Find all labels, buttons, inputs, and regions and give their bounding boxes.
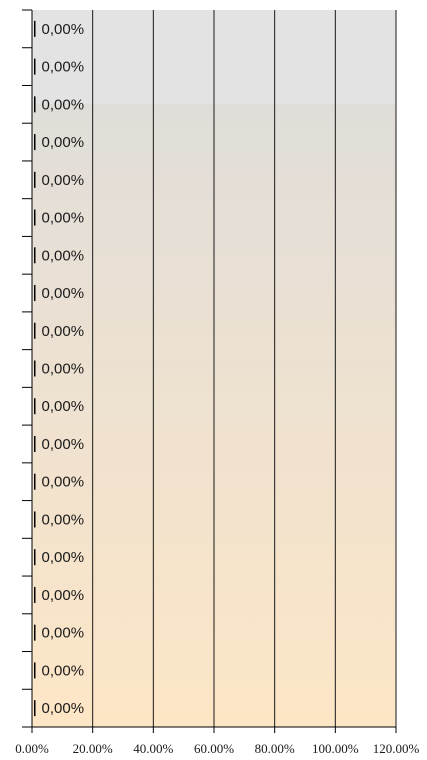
bar [34,21,36,37]
bar [34,172,36,188]
bar-data-label: 0,00% [42,210,85,227]
x-tick-label: 0.00% [15,741,49,756]
bar-data-label: 0,00% [42,474,85,491]
bar-data-label: 0,00% [42,172,85,189]
bar-data-label: 0,00% [42,323,85,340]
x-tick-label: 40.00% [133,741,173,756]
bar [34,210,36,226]
bar-data-label: 0,00% [42,96,85,113]
bar [34,59,36,75]
bar [34,247,36,263]
bar-data-label: 0,00% [42,285,85,302]
x-tick-label: 100.00% [312,741,359,756]
bar-data-label: 0,00% [42,511,85,528]
bar [34,662,36,678]
bar-data-label: 0,00% [42,361,85,378]
bar [34,625,36,641]
bar [34,436,36,452]
bar-data-label: 0,00% [42,21,85,38]
bar [34,474,36,490]
x-tick-label: 80.00% [255,741,295,756]
bar [34,398,36,414]
bar-data-label: 0,00% [42,587,85,604]
bar-data-label: 0,00% [42,549,85,566]
bar-data-label: 0,00% [42,247,85,264]
bar [34,511,36,527]
bar-data-label: 0,00% [42,625,85,642]
bar-data-label: 0,00% [42,662,85,679]
bar-data-label: 0,00% [42,398,85,415]
bar [34,549,36,565]
bar-data-label: 0,00% [42,59,85,76]
bar [34,285,36,301]
bar [34,700,36,716]
bar-data-label: 0,00% [42,700,85,717]
x-tick-label: 120.00% [373,741,420,756]
x-axis-tick-labels: 0.00% 20.00% 40.00% 60.00% 80.00% 100.00% 120.… [15,741,419,756]
bar [34,361,36,377]
x-tick-label: 60.00% [194,741,234,756]
bar [34,323,36,339]
bar-data-label: 0,00% [42,436,85,453]
bar-data-label: 0,00% [42,134,85,151]
bar [34,96,36,112]
bar [34,134,36,150]
x-tick-label: 20.00% [73,741,113,756]
bar [34,587,36,603]
